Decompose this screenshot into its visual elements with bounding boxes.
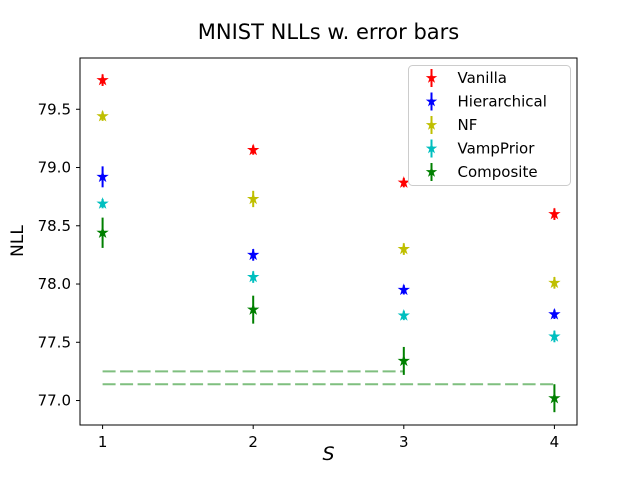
data-point-star — [96, 170, 109, 183]
data-point-star — [548, 329, 561, 342]
y-axis-label: NLL — [8, 225, 28, 257]
data-point-star — [247, 192, 260, 205]
data-point-star — [247, 143, 260, 156]
data-point-star — [548, 276, 561, 289]
data-point-star — [548, 307, 561, 320]
data-point-star — [397, 176, 410, 188]
data-point-star — [397, 242, 410, 255]
x-tick-label: 3 — [399, 433, 409, 451]
data-point-star — [96, 226, 109, 239]
legend-star-symbol — [425, 95, 438, 107]
chart-title: MNIST NLLs w. error bars — [197, 20, 460, 44]
legend-star-symbol — [425, 142, 438, 154]
data-point-star — [247, 248, 260, 261]
legend-star-symbol — [425, 72, 438, 83]
data-point-star — [96, 109, 109, 122]
y-tick-label: 77.5 — [38, 333, 71, 351]
legend-star-symbol — [425, 166, 438, 177]
data-point-star — [96, 73, 109, 86]
legend-entry-label: Composite — [458, 163, 538, 181]
legend-entry-label: VampPrior — [458, 140, 536, 158]
y-tick-label: 79.0 — [38, 159, 71, 177]
data-point-star — [96, 197, 109, 209]
legend-box — [408, 65, 571, 186]
y-tick-label: 78.5 — [38, 217, 71, 235]
x-tick-label: 2 — [248, 433, 258, 451]
legend-star-symbol — [425, 119, 438, 130]
legend-entry-label: Hierarchical — [458, 93, 547, 111]
axes-spines — [79, 57, 578, 426]
y-tick-label: 79.5 — [38, 100, 71, 118]
x-tick-label: 1 — [98, 433, 108, 451]
data-point-star — [247, 303, 260, 315]
x-tick-label: 4 — [550, 433, 560, 451]
data-point-star — [397, 283, 410, 296]
data-point-star — [548, 207, 561, 220]
legend-entry-label: NF — [458, 116, 478, 134]
y-tick-label: 77.0 — [38, 392, 71, 410]
data-point-star — [247, 270, 260, 283]
data-point-star — [548, 391, 561, 404]
legend-entry-label: Vanilla — [458, 69, 508, 87]
data-point-star — [397, 308, 410, 321]
x-axis-label: S — [322, 443, 335, 465]
y-tick-label: 78.0 — [38, 275, 71, 293]
data-point-star — [397, 354, 410, 367]
